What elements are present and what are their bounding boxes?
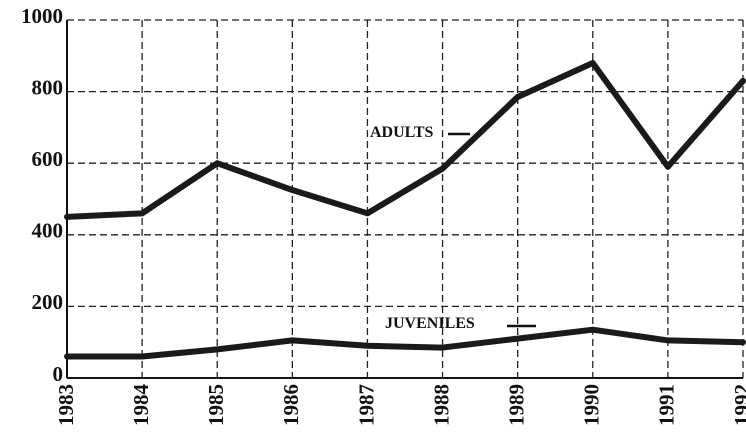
x-tick-label: 1986 <box>279 384 303 426</box>
y-tick-label: 600 <box>32 147 64 171</box>
grid <box>66 19 744 379</box>
x-tick-label: 1984 <box>129 384 153 427</box>
x-tick-label: 1989 <box>504 384 528 426</box>
series-line <box>64 59 746 220</box>
y-tick-label: 1000 <box>21 4 63 28</box>
y-tick-label: 800 <box>32 75 64 99</box>
x-tick-label: 1983 <box>54 384 78 426</box>
y-tick-label: 400 <box>32 219 64 243</box>
series-line <box>64 326 746 360</box>
x-tick-label: 1988 <box>429 384 453 426</box>
y-tick-label: 200 <box>32 290 64 314</box>
x-tick-label: 1985 <box>204 384 228 426</box>
y-tick-label: 0 <box>53 362 64 386</box>
x-tick-label: 1987 <box>354 384 378 426</box>
series-label: JUVENILES <box>385 315 475 332</box>
x-tick-label: 1991 <box>655 384 679 426</box>
series-label: ADULTS <box>370 124 434 141</box>
x-tick-label: 1990 <box>580 384 604 426</box>
x-tick-label: 1992 <box>730 384 746 426</box>
